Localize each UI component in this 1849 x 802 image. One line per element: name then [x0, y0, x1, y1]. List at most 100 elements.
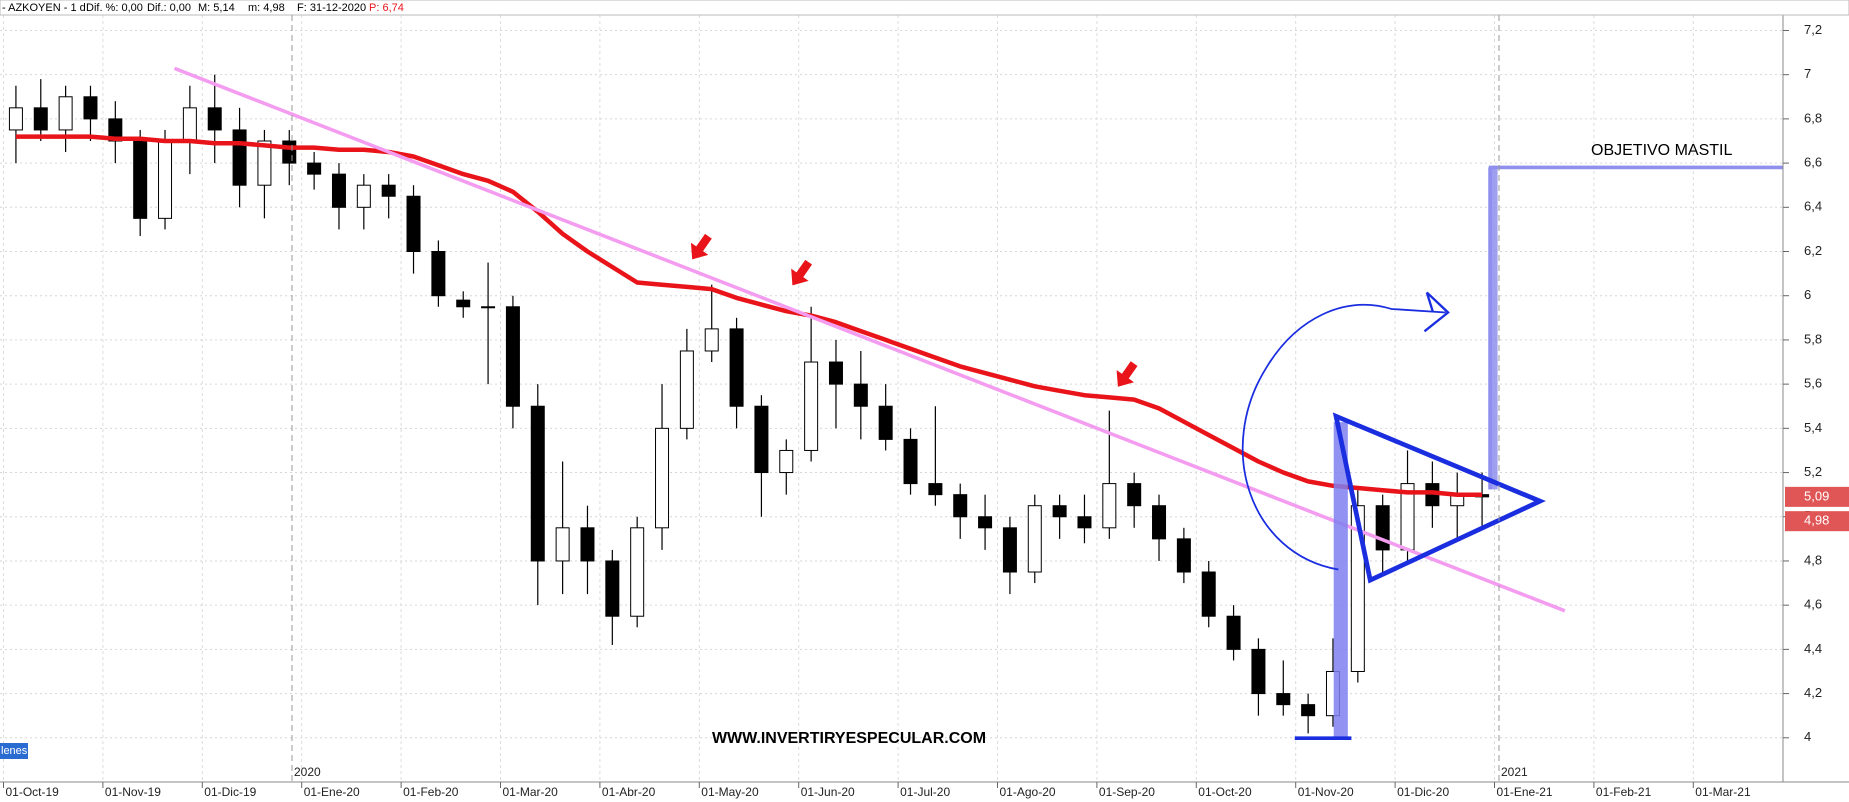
- y-tick-label: 7: [1804, 66, 1811, 81]
- y-tick-label: 5,2: [1804, 464, 1822, 479]
- y-tick-label: 4: [1804, 729, 1811, 744]
- red-arrow: [690, 233, 712, 260]
- candle-body: [207, 107, 222, 131]
- grid-layer: [0, 15, 1783, 782]
- header-item: Dif. %: 0,00: [86, 2, 143, 14]
- red-arrow: [1116, 361, 1138, 387]
- x-tick-label: 01-Ene-21: [1497, 785, 1553, 799]
- candle-body: [655, 427, 670, 529]
- x-tick-label: 01-Abr-20: [602, 785, 656, 799]
- x-tick-label: 01-Mar-20: [503, 785, 559, 799]
- header-item: m: 4,98: [248, 2, 285, 14]
- candle-body: [729, 328, 744, 407]
- y-tick-label: 6,4: [1804, 199, 1822, 214]
- y-tick-label: 5,4: [1804, 420, 1822, 435]
- candle-body: [356, 184, 371, 208]
- y-tick-label: 4,2: [1804, 685, 1822, 700]
- candle-body: [630, 527, 645, 617]
- candle-body: [33, 107, 48, 131]
- header-item: M: 5,14: [198, 2, 235, 14]
- candles: [8, 74, 1490, 734]
- header-bar: [0, 0, 1849, 16]
- x-tick-label: 01-Sep-20: [1099, 785, 1155, 799]
- moving-average: [15, 134, 1483, 497]
- candle-body: [182, 107, 197, 142]
- triangle: [1332, 412, 1546, 584]
- y-tick-label: 6: [1804, 287, 1811, 302]
- candle-body: [953, 494, 968, 518]
- y-tick-label: 6,8: [1804, 110, 1822, 125]
- candle-body: [1201, 571, 1216, 617]
- candle-body: [853, 383, 868, 407]
- trend-line: [173, 66, 1566, 613]
- candle-body: [1226, 615, 1241, 650]
- price-tag-label: 4,98: [1804, 513, 1829, 528]
- candle-body: [1176, 538, 1191, 573]
- candle-body: [505, 306, 520, 407]
- y-tick-label: 6,6: [1804, 155, 1822, 170]
- header-item: F: 31-12-2020: [297, 2, 366, 14]
- candle-body: [8, 107, 23, 131]
- candle-body: [83, 96, 98, 120]
- y-tick-label: 7,2: [1804, 22, 1822, 37]
- price-tag: [1785, 511, 1849, 532]
- hand-arrow-head: [1423, 291, 1450, 333]
- candle-body: [779, 449, 794, 474]
- candle-body: [1002, 527, 1017, 573]
- candle-body: [1027, 505, 1042, 573]
- candle-body: [1251, 648, 1266, 695]
- candle-body: [580, 527, 595, 562]
- header-last: P: 6,74: [369, 2, 404, 14]
- candle-body: [1152, 505, 1167, 540]
- price-tag-label: 5,09: [1804, 488, 1829, 503]
- x-tick-label: 01-Ene-20: [304, 785, 360, 799]
- candle-body: [754, 405, 769, 474]
- candle-body: [605, 560, 620, 617]
- candle-body: [679, 350, 694, 429]
- candle-body: [282, 140, 297, 164]
- candle-body: [133, 140, 148, 219]
- candle-body: [530, 405, 545, 562]
- candle-body: [158, 140, 173, 219]
- candle-body: [1276, 693, 1291, 706]
- axis-panel: [1783, 15, 1849, 802]
- x-tick-label: 01-Jul-20: [900, 785, 950, 799]
- header-item: Dif.: 0,00: [147, 2, 191, 14]
- annotation: WWW.INVERTIRYESPECULAR.COM: [712, 730, 986, 747]
- candle-body: [456, 299, 471, 308]
- candle-body: [481, 306, 496, 309]
- volume-tab: [0, 743, 28, 759]
- x-tick-label: 01-May-20: [701, 785, 759, 799]
- x-tick-label: 01-Mar-21: [1695, 785, 1751, 799]
- hand-arrow: [1241, 304, 1446, 571]
- y-tick-label: 5,6: [1804, 376, 1822, 391]
- x-tick-label: 01-Dic-20: [1397, 785, 1449, 799]
- annotations: [173, 66, 1783, 740]
- y-tick-label: 5,8: [1804, 331, 1822, 346]
- candle-body: [232, 129, 247, 186]
- x-tick-label: 01-Feb-21: [1596, 785, 1652, 799]
- candle-body: [704, 328, 719, 352]
- price-tag: [1785, 486, 1849, 507]
- candle-body: [1052, 505, 1067, 518]
- x-tick-label: 01-Ago-20: [1000, 785, 1056, 799]
- header: - AZKOYEN - 1 d Dif. %: 0,00 Dif.: 0,00 M: …: [2, 2, 404, 14]
- candle-body: [406, 195, 421, 253]
- mast: [1333, 422, 1348, 739]
- year-label: 2021: [1501, 765, 1528, 779]
- candle-body: [307, 162, 322, 175]
- candle-body: [903, 438, 918, 485]
- x-tick-label: 01-Nov-19: [105, 785, 161, 799]
- candle-body: [828, 361, 843, 385]
- x-tick-label: 01-Oct-20: [1198, 785, 1252, 799]
- x-tick-label: 01-Feb-20: [403, 785, 459, 799]
- candle-body: [1077, 516, 1092, 529]
- candle-body: [58, 96, 73, 131]
- candle-body: [804, 361, 819, 451]
- x-tick-label: 01-Nov-20: [1298, 785, 1354, 799]
- candle-body: [555, 527, 570, 562]
- y-tick-label: 4,8: [1804, 552, 1822, 567]
- candle-body: [1127, 483, 1142, 507]
- y-tick-label: 4,4: [1804, 641, 1822, 656]
- candle-body: [431, 251, 446, 297]
